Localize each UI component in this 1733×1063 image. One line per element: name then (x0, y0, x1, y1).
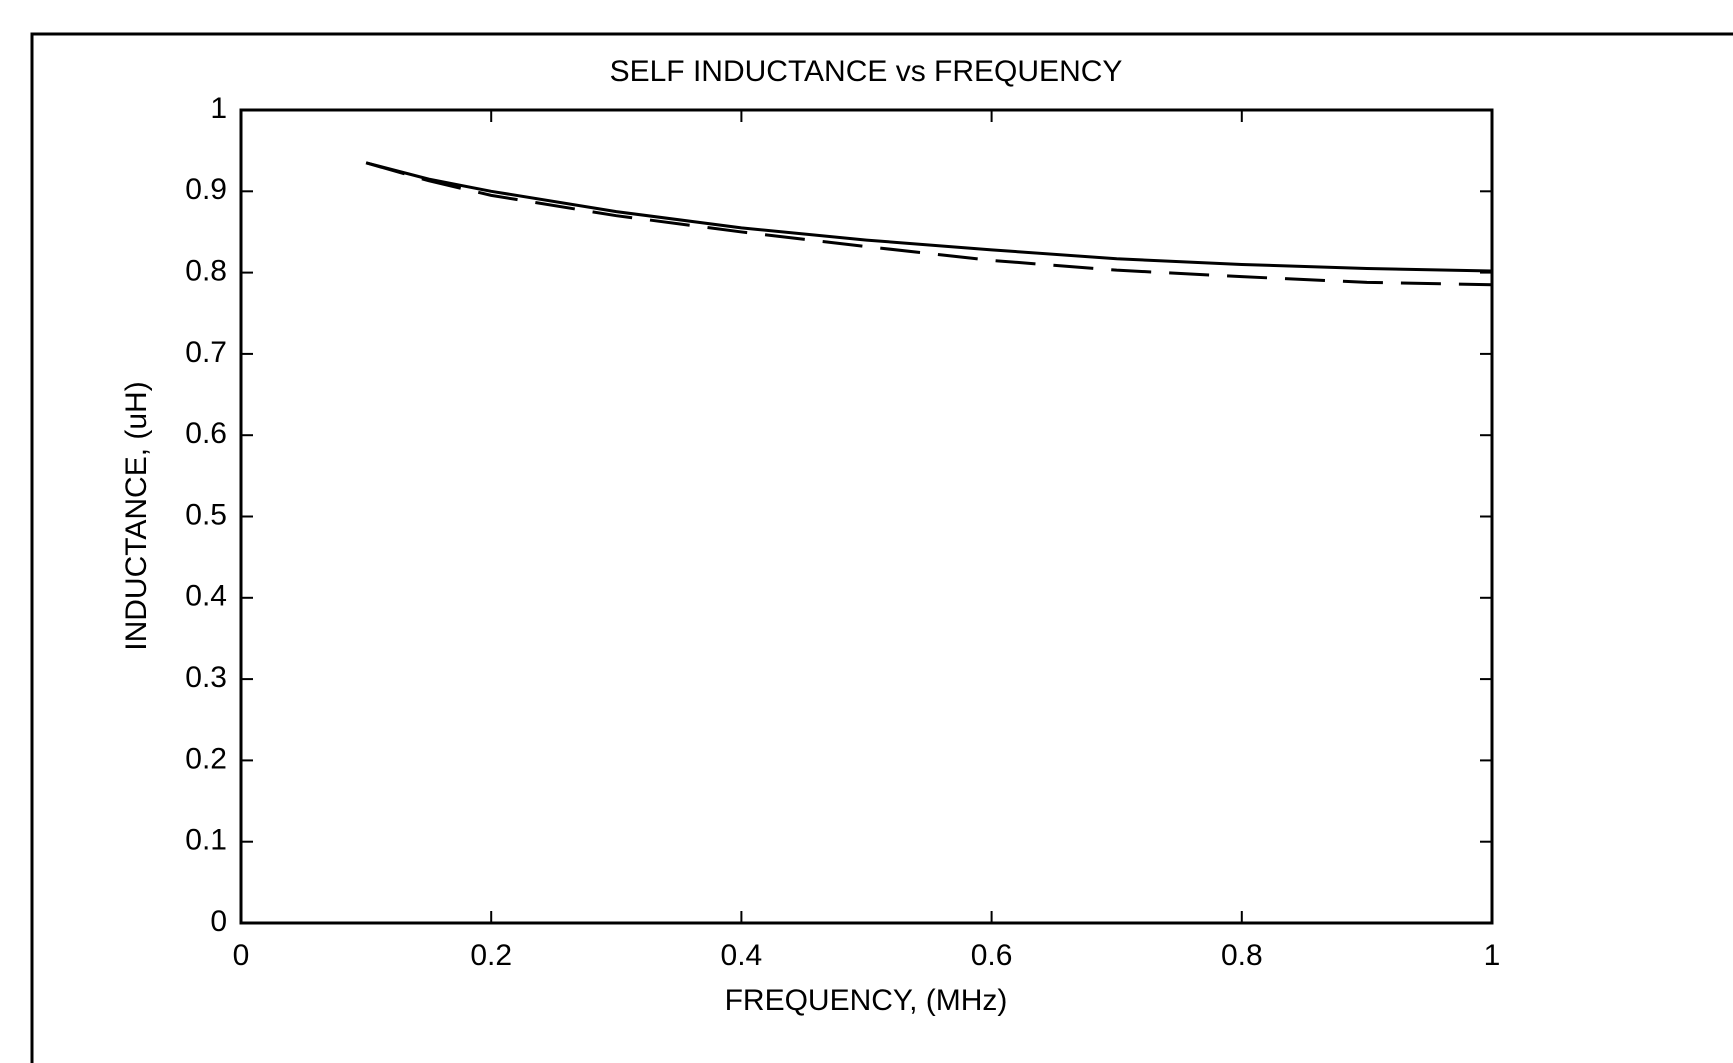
y-tick-label: 0.5 (185, 498, 227, 531)
x-tick-label: 0.2 (470, 939, 512, 972)
frame (30, 32, 1733, 1063)
x-tick-label: 0.6 (971, 939, 1013, 972)
y-tick-label: 0 (210, 905, 227, 938)
y-tick-label: 0.2 (185, 742, 227, 775)
x-tick-label: 0 (233, 939, 250, 972)
y-tick-label: 0.9 (185, 173, 227, 206)
y-tick-label: 0.4 (185, 580, 227, 613)
x-tick-label: 1 (1484, 939, 1501, 972)
y-tick-label: 0.3 (185, 661, 227, 694)
y-tick-label: 1 (210, 92, 227, 125)
y-tick-label: 0.6 (185, 417, 227, 450)
y-tick-label: 0.7 (185, 336, 227, 369)
x-tick-label: 0.4 (721, 939, 763, 972)
y-tick-label: 0.8 (185, 255, 227, 288)
x-axis-label: FREQUENCY, (MHz) (725, 984, 1008, 1017)
x-tick-label: 0.8 (1221, 939, 1263, 972)
y-axis-label: INDUCTANCE, (uH) (120, 381, 153, 650)
y-tick-label: 0.1 (185, 824, 227, 857)
series-line (365, 161, 1493, 273)
chart-title: SELF INDUCTANCE vs FREQUENCY (610, 55, 1123, 88)
plot-area (239, 108, 1494, 925)
